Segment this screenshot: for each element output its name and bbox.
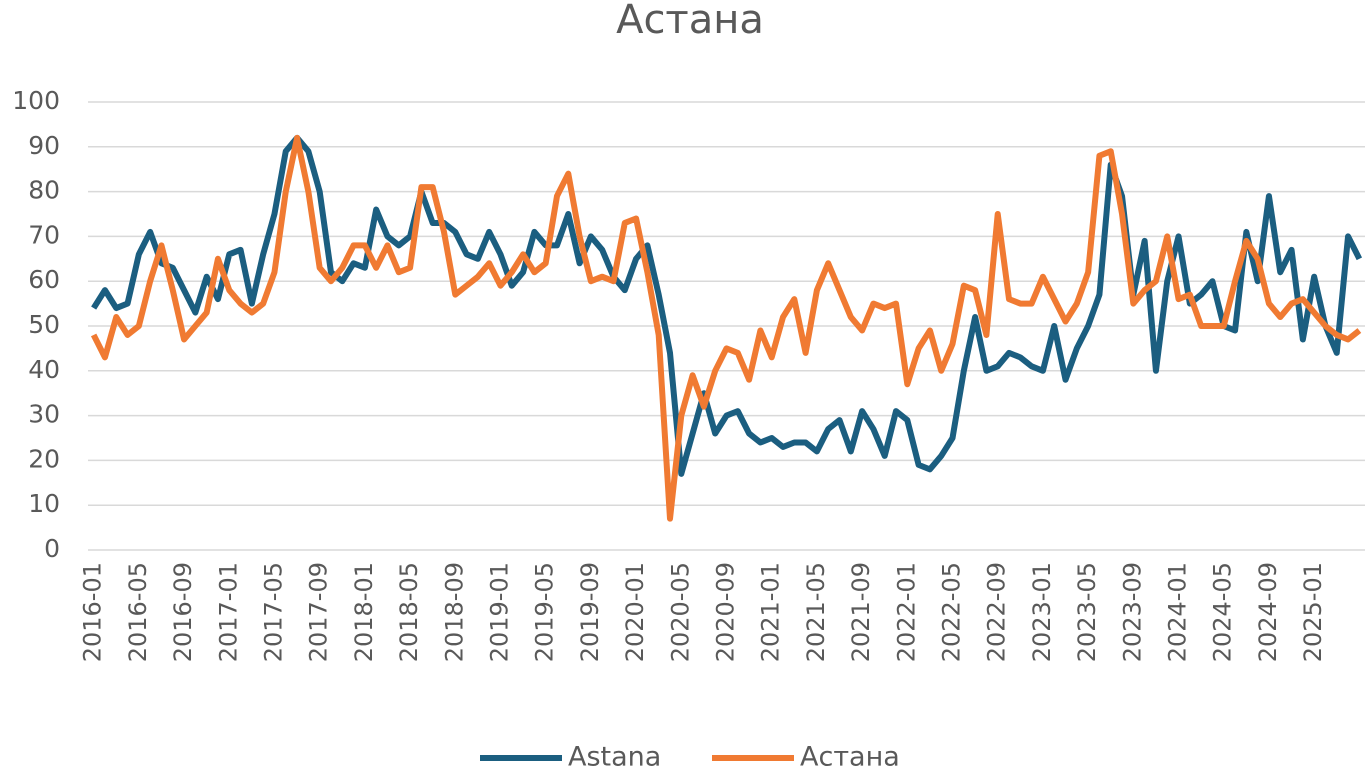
x-tick-label: 2019-09	[576, 562, 604, 662]
x-tick-label: 2022-05	[938, 562, 966, 662]
x-tick-label: 2021-09	[847, 562, 875, 662]
legend-label: Астана	[800, 742, 900, 771]
x-tick-label: 2025-01	[1299, 562, 1327, 662]
y-tick-label: 0	[44, 534, 60, 563]
y-tick-label: 100	[12, 86, 60, 115]
x-tick-label: 2021-01	[757, 562, 785, 662]
x-tick-label: 2023-01	[1028, 562, 1056, 662]
x-tick-label: 2017-05	[259, 562, 287, 662]
x-tick-label: 2023-05	[1073, 562, 1101, 662]
y-tick-label: 70	[28, 220, 60, 249]
x-tick-label: 2020-09	[712, 562, 740, 662]
x-tick-label: 2016-05	[124, 562, 152, 662]
y-tick-label: 90	[28, 131, 60, 160]
y-tick-label: 20	[28, 444, 60, 473]
y-tick-label: 50	[28, 310, 60, 339]
x-tick-label: 2018-01	[350, 562, 378, 662]
x-tick-label: 2023-09	[1118, 562, 1146, 662]
chart-title: Астана	[616, 0, 764, 43]
series-line	[90, 134, 1362, 522]
x-tick-label: 2022-01	[892, 562, 920, 662]
x-tick-label: 2024-05	[1209, 562, 1237, 662]
x-tick-label: 2024-01	[1164, 562, 1192, 662]
x-tick-label: 2020-05	[666, 562, 694, 662]
x-tick-label: 2018-09	[440, 562, 468, 662]
x-tick-label: 2022-09	[983, 562, 1011, 662]
x-tick-label: 2024-09	[1254, 562, 1282, 662]
x-tick-label: 2018-05	[395, 562, 423, 662]
x-tick-label: 2019-01	[485, 562, 513, 662]
y-tick-label: 40	[28, 355, 60, 384]
x-tick-label: 2019-05	[531, 562, 559, 662]
y-tick-label: 60	[28, 265, 60, 294]
x-tick-label: 2017-09	[305, 562, 333, 662]
y-tick-label: 10	[28, 489, 60, 518]
x-tick-label: 2021-05	[802, 562, 830, 662]
y-tick-label: 80	[28, 176, 60, 205]
x-tick-label: 2020-01	[621, 562, 649, 662]
legend-label: Astana	[568, 742, 661, 771]
x-tick-label: 2016-09	[169, 562, 197, 662]
x-tick-label: 2016-01	[79, 562, 107, 662]
x-tick-label: 2017-01	[214, 562, 242, 662]
y-tick-label: 30	[28, 400, 60, 429]
